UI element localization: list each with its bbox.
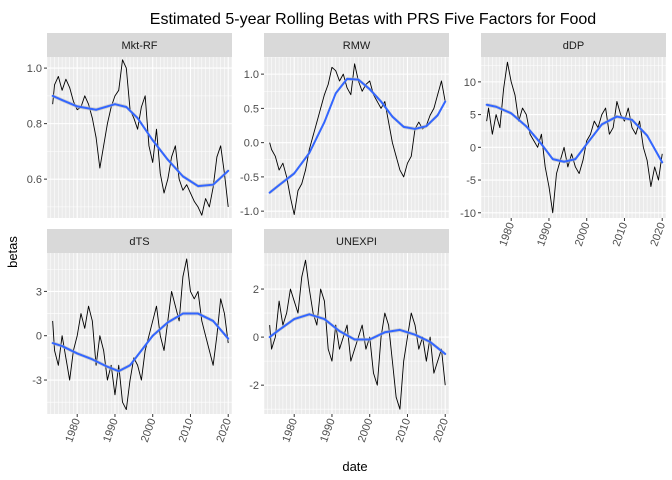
x-tick-label: 2010 (177, 417, 197, 444)
y-tick-label: -0.5 (240, 172, 259, 184)
smooth-line-dts (51, 312, 230, 373)
strip-unexpi (264, 229, 449, 253)
x-tick-label: 1990 (101, 417, 121, 444)
gridlines-rmw (264, 57, 449, 218)
x-tick-label: 1980 (497, 221, 517, 248)
x-tick-label: 2020 (648, 221, 668, 248)
plot-area-rmw (268, 63, 447, 216)
facet-panels: Mkt-RF 0.6 0.8 1.0 RMW -1.0 -0.5 0.0 0.5 1.0 dDP -1… (27, 33, 668, 444)
panel-mkt-rf: Mkt-RF 0.6 0.8 1.0 (27, 33, 232, 218)
y-tick-label: 0 (36, 331, 42, 343)
strip-label-ddp: dDP (563, 40, 584, 52)
y-tick-label: 1.0 (27, 63, 42, 75)
y-tick-label: -5 (466, 175, 476, 187)
x-tick-label: 1980 (63, 417, 83, 444)
x-tick-label: 1990 (318, 417, 338, 444)
x-axis-title: date (342, 459, 367, 474)
smooth-line-mkt-rf (51, 94, 230, 188)
y-tick-label: -3 (32, 375, 42, 387)
y-tick-label: 0.5 (244, 103, 259, 115)
y-tick-label: -1.0 (240, 206, 259, 218)
gridlines-mkt-rf (47, 57, 232, 218)
y-tick-label: 10 (464, 77, 476, 89)
x-tick-label: 2020 (214, 417, 234, 444)
strip-label-unexpi: UNEXPI (336, 236, 377, 248)
panel-background-dts (47, 253, 232, 414)
plot-area-ddp (485, 61, 664, 214)
smooth-ribbon-ddp (486, 102, 663, 165)
strip-label-rmw: RMW (343, 40, 371, 52)
strip-label-dts: dTS (129, 236, 149, 248)
panel-background-rmw (264, 57, 449, 218)
panel-dts: dTS -3 0 3 1980 1990 2000 2010 2020 (32, 229, 234, 444)
strip-ddp (481, 33, 666, 57)
beta-line-dts (52, 258, 229, 411)
x-tick-label: 2000 (356, 417, 376, 444)
panel-unexpi: UNEXPI -2 0 2 1980 1990 2000 2010 2020 (249, 229, 451, 444)
panel-background-mkt-rf (47, 57, 232, 218)
panel-background-unexpi (264, 253, 449, 414)
gridlines-ddp (481, 57, 666, 218)
y-tick-label: 0.6 (27, 174, 42, 186)
y-tick-label: 0 (253, 332, 259, 344)
chart-title: Estimated 5-year Rolling Betas with PRS … (150, 11, 596, 28)
strip-mkt-rf (47, 33, 232, 57)
x-tick-label: 2010 (394, 417, 414, 444)
smooth-line-ddp (485, 103, 664, 164)
smooth-line-unexpi (268, 313, 447, 355)
y-tick-label: 3 (36, 286, 42, 298)
plot-area-unexpi (268, 259, 447, 410)
plot-area-mkt-rf (51, 59, 230, 216)
y-tick-label: 0.0 (244, 138, 259, 150)
panel-ddp: dDP -10 -5 0 5 10 1980 1990 2000 2010 2020 (460, 33, 668, 248)
strip-label-mkt-rf: Mkt-RF (121, 40, 157, 52)
panel-background-ddp (481, 57, 666, 218)
strip-rmw (264, 33, 449, 57)
x-tick-label: 2020 (431, 417, 451, 444)
y-axis-title: betas (5, 236, 20, 268)
y-tick-label: 0 (470, 142, 476, 154)
x-tick-label: 2010 (611, 221, 631, 248)
y-tick-label: 0.8 (27, 119, 42, 131)
beta-line-unexpi (269, 259, 446, 410)
y-tick-label: -10 (460, 208, 476, 220)
x-tick-label: 1990 (535, 221, 555, 248)
smooth-line-rmw (268, 77, 447, 194)
strip-dts (47, 229, 232, 253)
y-tick-label: 1.0 (244, 69, 259, 81)
plot-area-dts (51, 258, 230, 411)
x-tick-label: 2000 (139, 417, 159, 444)
panel-rmw: RMW -1.0 -0.5 0.0 0.5 1.0 (240, 33, 449, 218)
gridlines-unexpi (264, 253, 449, 414)
x-tick-label: 2000 (573, 221, 593, 248)
y-tick-label: 5 (470, 110, 476, 122)
y-tick-label: -2 (249, 380, 259, 392)
x-tick-label: 1980 (280, 417, 300, 444)
y-tick-label: 2 (253, 284, 259, 296)
